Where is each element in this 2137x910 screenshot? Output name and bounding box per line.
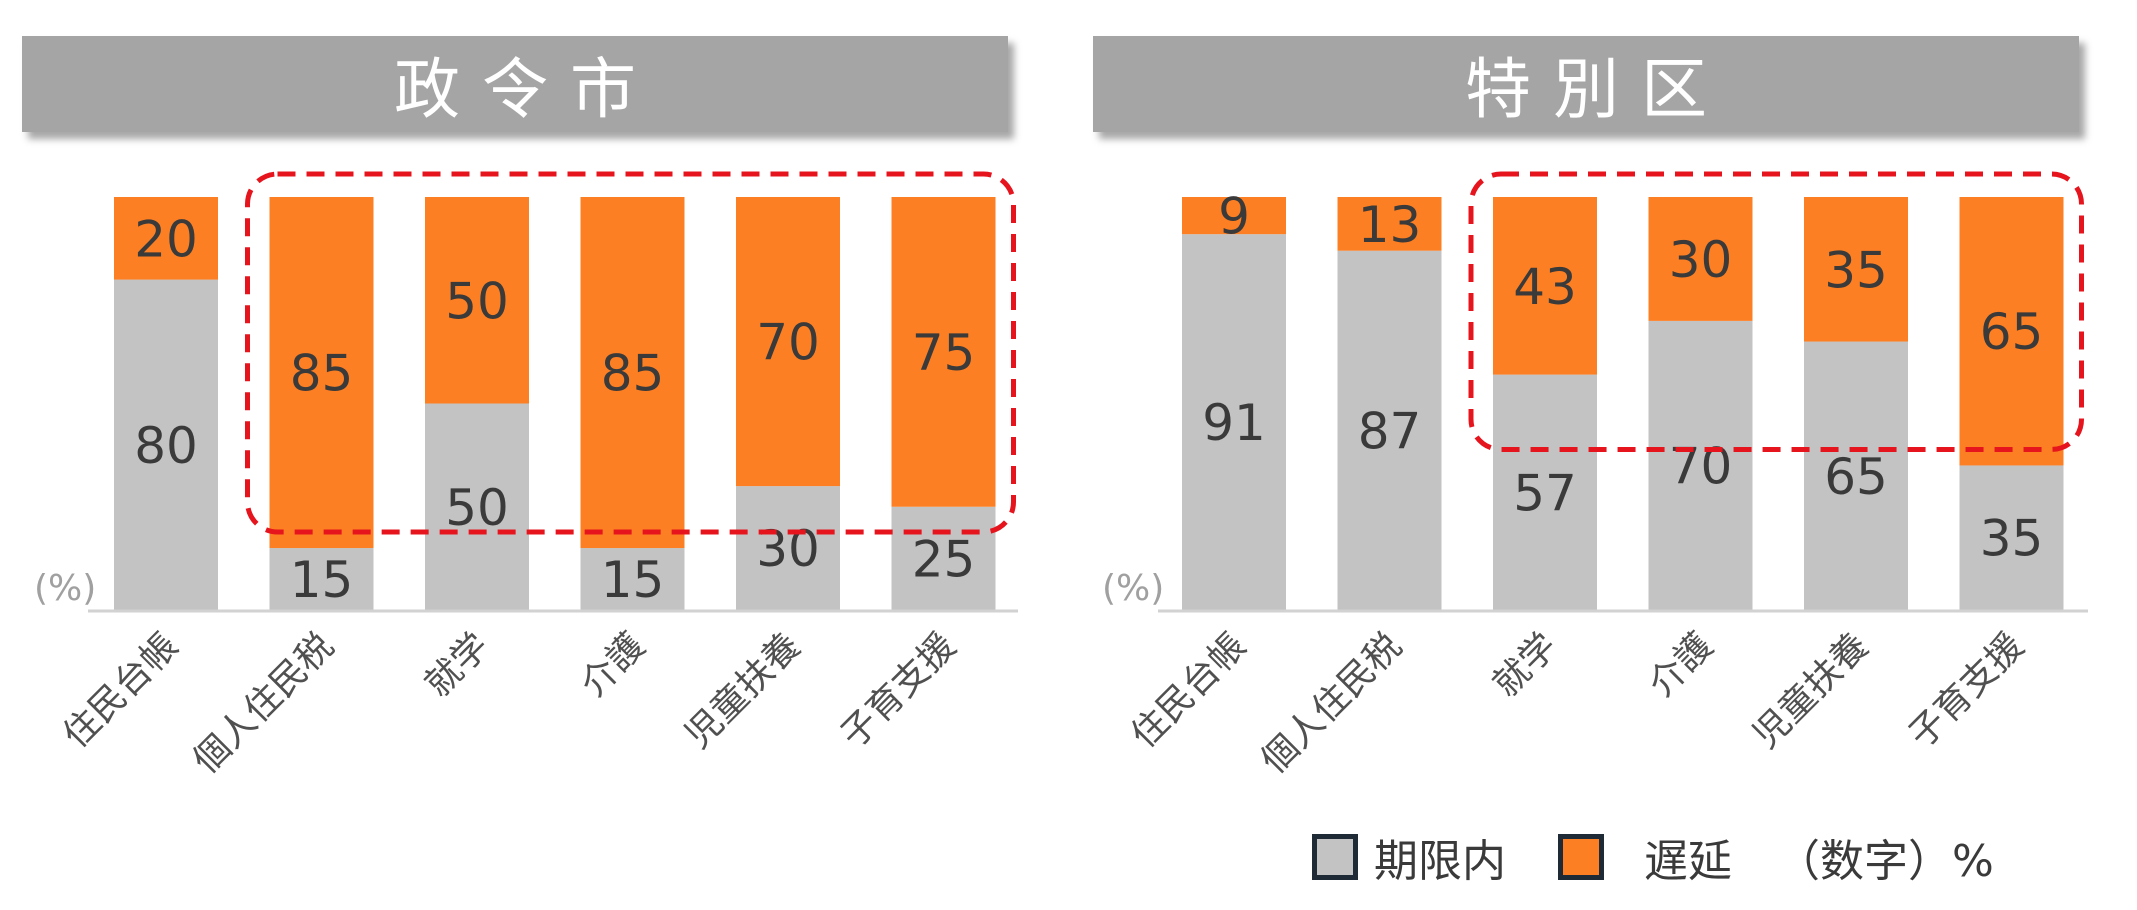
bar-ontime-1-3 (1648, 320, 1753, 610)
panel-title-seirei: 政令市 (22, 36, 1008, 132)
bar-delay-1-3 (1648, 197, 1753, 321)
bar-ontime-0-1 (269, 548, 374, 610)
data-label-delay-0-1: 85 (290, 345, 354, 403)
bar-delay-1-5 (1959, 197, 2064, 466)
data-label-delay-1-2: 43 (1513, 258, 1577, 316)
data-label-delay-0-4: 70 (756, 314, 820, 372)
legend: 期限内 遅延 （数字）% (1312, 826, 1994, 888)
bar-delay-1-0 (1182, 197, 1286, 235)
data-label-ontime-0-0: 80 (134, 417, 198, 475)
highlight-dashed-box-0 (245, 171, 1016, 535)
data-label-ontime-1-5: 35 (1980, 510, 2044, 568)
bar-ontime-1-5 (1959, 465, 2064, 610)
data-label-delay-1-4: 35 (1824, 241, 1888, 299)
data-label-ontime-1-1: 87 (1358, 402, 1422, 460)
data-label-ontime-0-3: 15 (601, 551, 665, 609)
data-label-ontime-1-4: 65 (1824, 448, 1888, 506)
bar-delay-0-2 (425, 197, 529, 404)
category-label-0-3: 介護 (573, 625, 653, 705)
bar-delay-1-1 (1337, 197, 1442, 251)
legend-swatch-ontime (1312, 834, 1358, 880)
bar-delay-0-1 (269, 197, 374, 549)
legend-label-ontime: 期限内 (1374, 836, 1506, 887)
category-label-0-5: 子育支援 (833, 625, 964, 756)
data-label-ontime-0-1: 15 (290, 551, 354, 609)
data-label-ontime-0-2: 50 (445, 479, 509, 537)
y-unit-label-1: (%) (1102, 568, 1164, 609)
bar-delay-0-4 (736, 197, 840, 487)
data-label-delay-0-3: 85 (601, 345, 665, 403)
bar-ontime-0-4 (736, 486, 840, 610)
category-label-0-4: 児童扶養 (678, 625, 809, 756)
data-label-delay-0-2: 50 (445, 272, 509, 330)
category-label-0-0: 住民台帳 (56, 625, 187, 756)
bar-ontime-1-1 (1337, 250, 1442, 610)
category-label-0-2: 就学 (417, 625, 497, 705)
y-unit-label-0: (%) (34, 568, 96, 609)
bar-ontime-0-2 (425, 403, 529, 610)
data-label-ontime-1-0: 91 (1202, 394, 1266, 452)
data-label-delay-1-1: 13 (1358, 196, 1422, 254)
data-label-delay-0-0: 20 (134, 210, 198, 268)
bar-delay-0-0 (114, 197, 218, 280)
category-label-1-5: 子育支援 (1901, 625, 2032, 756)
bar-ontime-0-5 (891, 506, 996, 610)
category-label-1-2: 就学 (1485, 625, 1565, 705)
panel-title-tokubetsuku: 特別区 (1093, 36, 2079, 132)
data-label-ontime-0-4: 30 (756, 520, 820, 578)
bar-ontime-1-0 (1182, 234, 1286, 611)
data-label-delay-1-5: 65 (1980, 303, 2044, 361)
category-label-1-3: 介護 (1641, 625, 1721, 705)
bar-delay-0-5 (891, 197, 996, 507)
bar-delay-0-3 (580, 197, 685, 549)
bar-ontime-0-0 (114, 279, 218, 610)
category-label-1-1: 個人住民税 (1254, 625, 1410, 781)
legend-label-delay: 遅延 (1644, 836, 1732, 887)
highlight-dashed-box-1 (1468, 171, 2084, 452)
bar-delay-1-4 (1804, 197, 1908, 342)
data-label-delay-1-0: 9 (1218, 188, 1250, 246)
bar-ontime-0-3 (580, 548, 685, 610)
bar-ontime-1-2 (1493, 374, 1597, 610)
data-label-ontime-1-3: 70 (1669, 437, 1733, 495)
bar-delay-1-2 (1493, 197, 1597, 375)
category-label-1-4: 児童扶養 (1746, 625, 1877, 756)
legend-note: （数字）% (1776, 836, 1994, 887)
category-label-0-1: 個人住民税 (186, 625, 342, 781)
data-label-ontime-0-5: 25 (912, 530, 976, 588)
bar-ontime-1-4 (1804, 341, 1908, 610)
legend-swatch-delay (1558, 834, 1604, 880)
data-label-ontime-1-2: 57 (1513, 464, 1577, 522)
data-label-delay-1-3: 30 (1669, 231, 1733, 289)
category-label-1-0: 住民台帳 (1124, 625, 1255, 756)
data-label-delay-0-5: 75 (912, 324, 976, 382)
